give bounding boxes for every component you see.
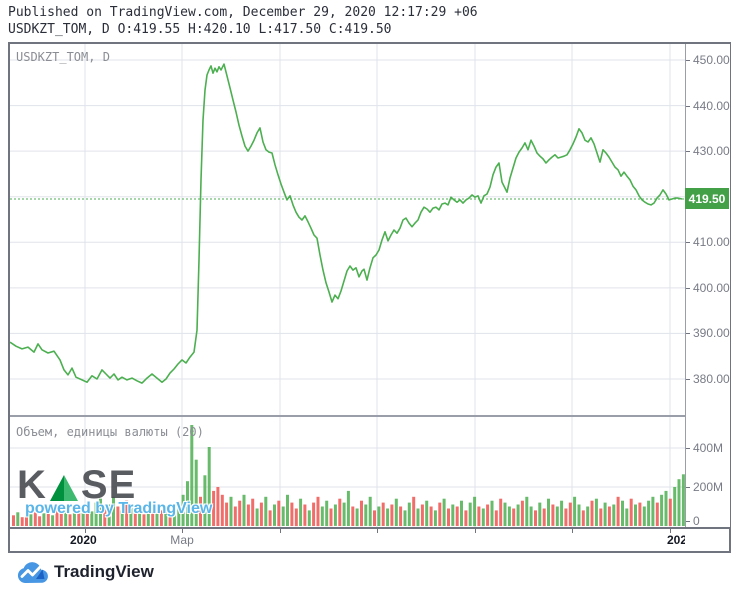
symbol-label: USDKZT_TOM, D <box>16 50 110 64</box>
axis-label: 400M <box>693 441 724 455</box>
time-axis[interactable]: 2020 Мар 2021 <box>10 527 729 551</box>
volume-indicator-label: Объем, единицы валюты (20) <box>16 425 204 439</box>
axis-label: 380.00 <box>693 372 730 386</box>
price-axis-tick <box>686 448 690 449</box>
time-axis-tick <box>572 529 573 533</box>
chart-container[interactable]: USDKZT_TOM, D Объем, единицы валюты (20)… <box>8 42 731 553</box>
tradingview-brand-text[interactable]: TradingView <box>54 562 154 581</box>
time-axis-tick <box>182 529 183 533</box>
price-axis-tick <box>686 288 690 289</box>
price-axis-tick <box>686 151 690 152</box>
price-axis-tick <box>686 487 690 488</box>
time-axis-label: 2020 <box>70 533 97 547</box>
axis-label: 450.00 <box>693 53 730 67</box>
powered-by-tradingview: powered by TradingView <box>25 500 213 517</box>
price-pane[interactable] <box>10 44 685 415</box>
time-axis-tick <box>475 529 476 533</box>
time-axis-tick <box>670 529 671 533</box>
axis-label: 390.00 <box>693 326 730 340</box>
kase-logo-se: SE <box>80 463 137 507</box>
price-axis-tick <box>686 242 690 243</box>
axis-label: 410.00 <box>693 235 730 249</box>
kase-logo-k: K <box>17 463 47 507</box>
time-axis-tick <box>377 529 378 533</box>
axis-label: 430.00 <box>693 144 730 158</box>
time-axis-tick <box>280 529 281 533</box>
pane-separator[interactable] <box>10 415 729 417</box>
axis-label: 0 <box>693 514 700 528</box>
price-axis-tick <box>686 333 690 334</box>
kase-triangle-icon <box>49 475 78 501</box>
axis-label: 440.00 <box>693 99 730 113</box>
price-axis-tick <box>686 521 690 522</box>
axis-label: 200M <box>693 480 724 494</box>
kase-logo: K SE <box>17 465 212 505</box>
axis-label: 400.00 <box>693 281 730 295</box>
footer: TradingView <box>0 553 740 591</box>
price-axis-tick <box>686 379 690 380</box>
time-axis-label: 2021 <box>667 533 685 547</box>
last-price-badge: 419.50 <box>685 188 729 209</box>
published-on-line: Published on TradingView.com, December 2… <box>8 5 478 20</box>
published-header: Published on TradingView.com, December 2… <box>8 4 478 38</box>
kase-watermark: K SE powered by TradingView <box>17 465 212 517</box>
tradingview-logo-icon[interactable] <box>16 560 50 586</box>
time-axis-tick <box>85 529 86 533</box>
price-axis-tick <box>686 106 690 107</box>
volume-pane[interactable] <box>10 417 685 527</box>
ohlc-line: USDKZT_TOM, D O:419.55 H:420.10 L:417.50… <box>8 22 392 37</box>
time-axis-label: Мар <box>170 533 194 547</box>
price-axis-tick <box>686 60 690 61</box>
price-axis[interactable]: 450.00 440.00 430.00 410.00 400.00 390.00 380.… <box>685 44 730 528</box>
